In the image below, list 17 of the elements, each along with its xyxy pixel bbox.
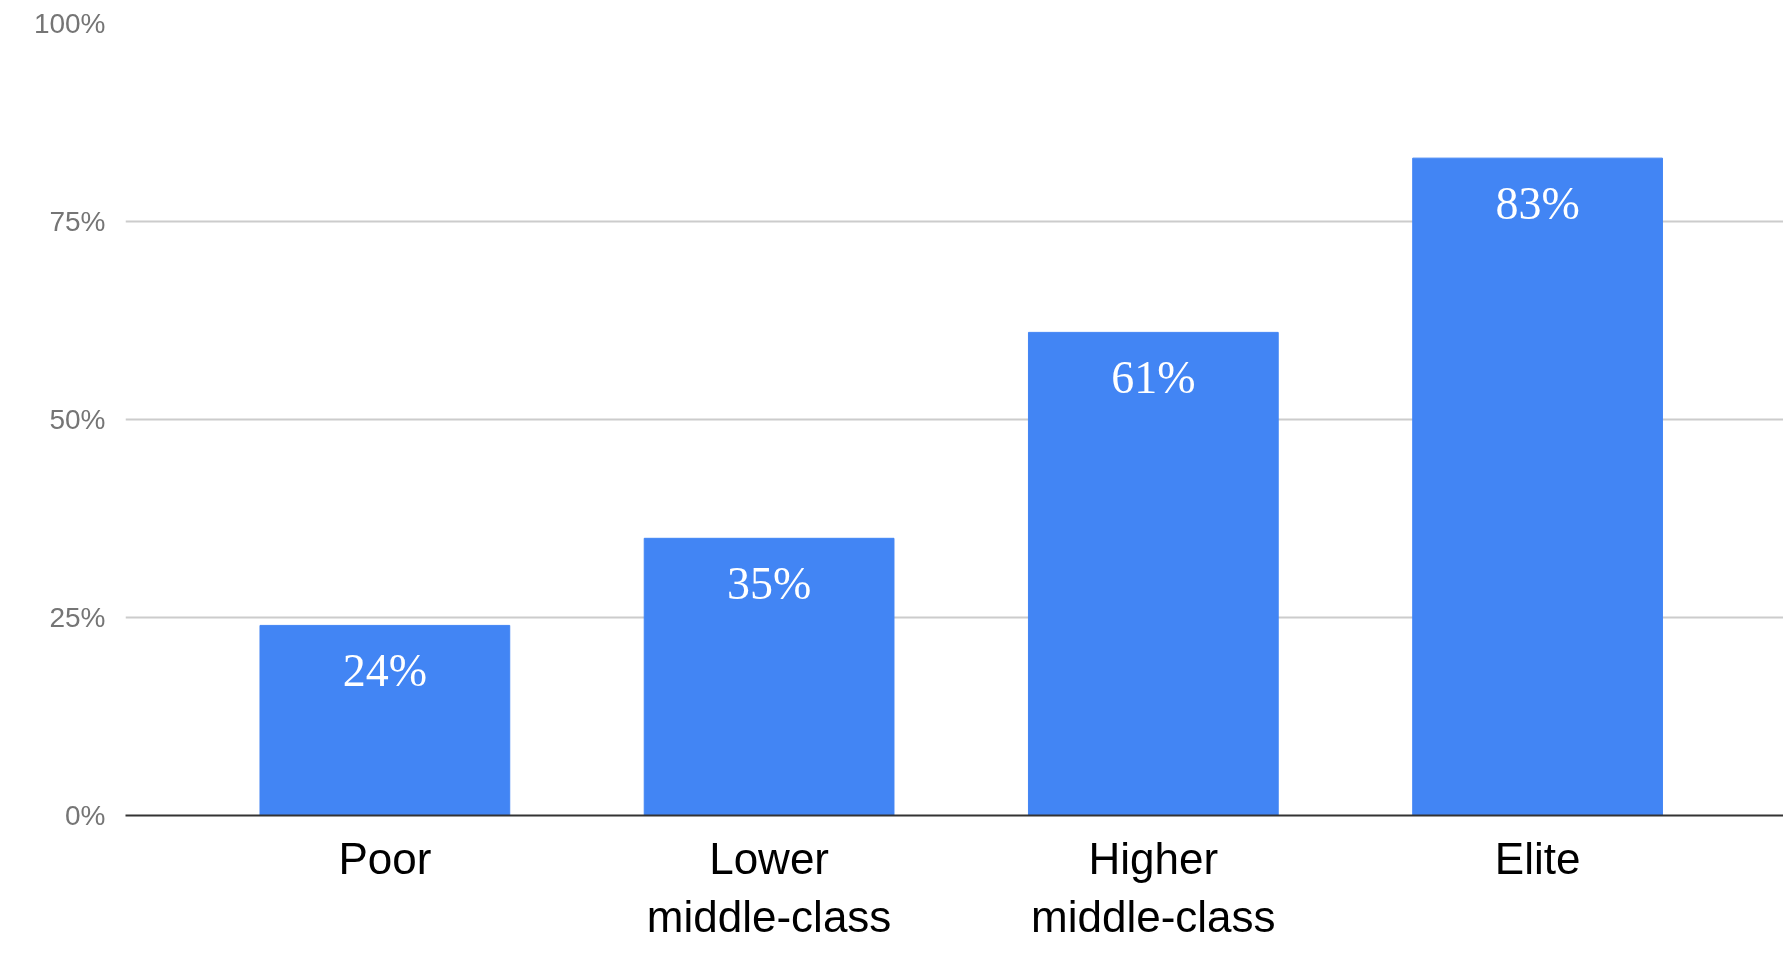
x-tick-label: Higher middle-class — [1031, 833, 1276, 942]
data-label: 24% — [342, 645, 428, 697]
x-tick-label: Poor — [338, 833, 432, 883]
y-tick-label: 0% — [65, 800, 106, 831]
data-label: 35% — [726, 558, 812, 610]
x-tick-label: Elite — [1494, 833, 1581, 883]
y-tick-label: 100% — [33, 8, 106, 39]
data-label: 61% — [1111, 352, 1196, 404]
x-tick-label: Lower middle-class — [646, 833, 892, 942]
y-tick-label: 25% — [49, 602, 106, 633]
y-tick-label: 75% — [49, 206, 106, 237]
data-label: 83% — [1495, 178, 1580, 230]
y-tick-label: 50% — [49, 404, 106, 435]
bar — [259, 624, 511, 816]
bar — [1412, 157, 1663, 816]
bar — [643, 537, 895, 816]
bar — [1027, 331, 1279, 816]
